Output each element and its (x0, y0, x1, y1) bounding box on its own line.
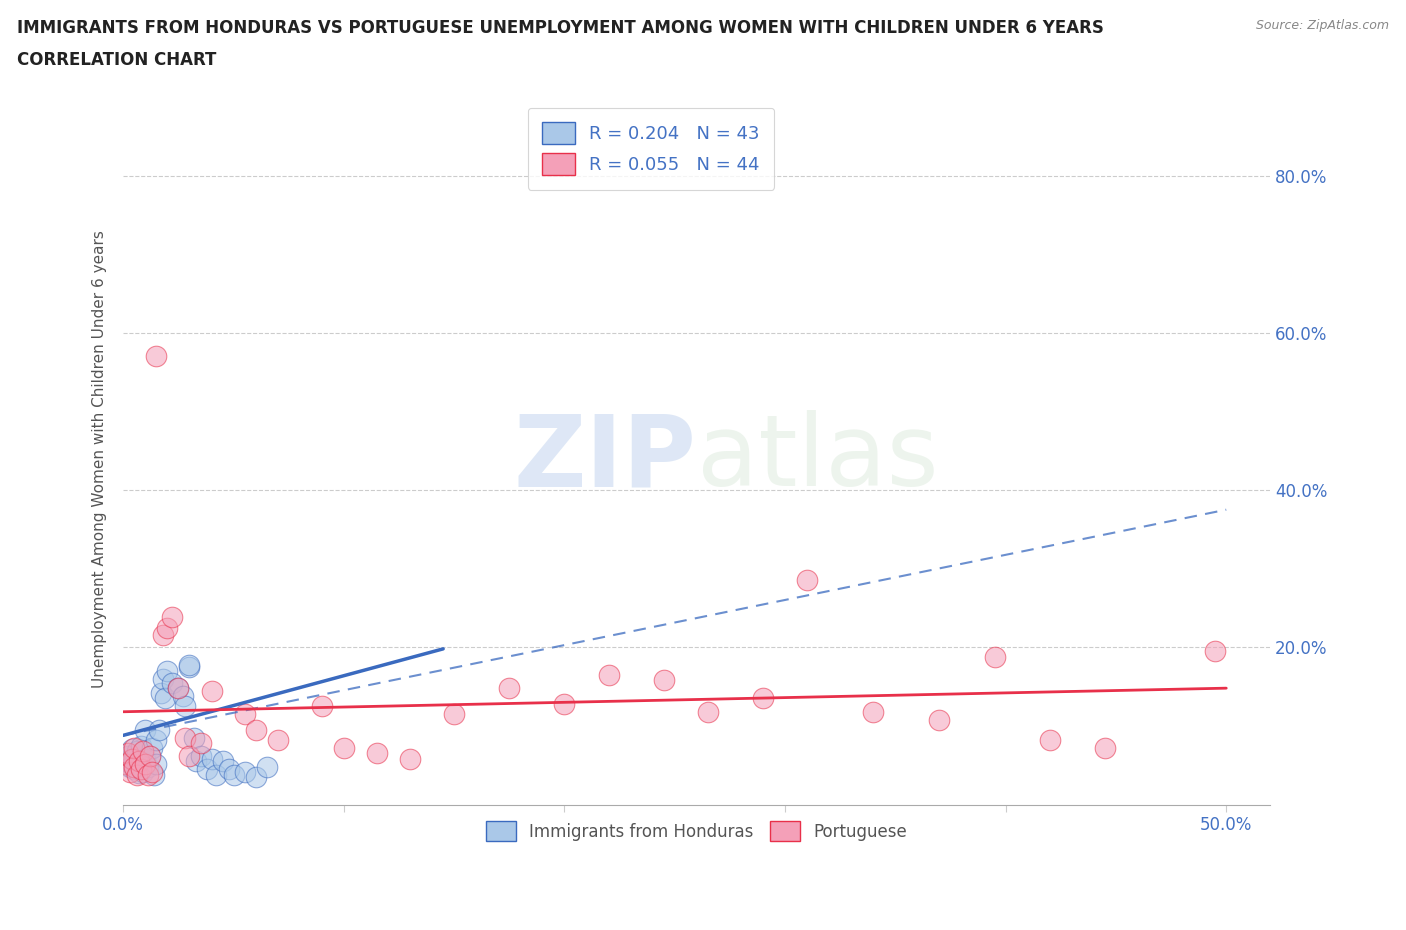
Point (183, 730, 205, 745)
Point (145, 756, 167, 771)
Point (1204, 644, 1226, 658)
Point (862, 704, 884, 719)
Point (311, 698, 333, 713)
Point (218, 762, 240, 777)
Point (136, 767, 159, 782)
Point (156, 620, 179, 635)
Point (114, 754, 136, 769)
Point (205, 767, 228, 782)
Point (256, 760, 278, 775)
Point (222, 767, 245, 782)
Point (553, 697, 575, 711)
Point (124, 762, 146, 777)
Point (184, 754, 207, 769)
Y-axis label: Unemployment Among Women with Children Under 6 years: Unemployment Among Women with Children U… (93, 230, 107, 687)
Point (129, 754, 152, 769)
Point (652, 673, 675, 688)
Point (141, 740, 163, 755)
Point (399, 751, 422, 766)
Text: IMMIGRANTS FROM HONDURAS VS PORTUGUESE UNEMPLOYMENT AMONG WOMEN WITH CHILDREN UN: IMMIGRANTS FROM HONDURAS VS PORTUGUESE U… (17, 19, 1104, 36)
Point (145, 349, 167, 364)
Point (155, 691, 177, 706)
Point (132, 744, 155, 759)
Point (200, 751, 222, 766)
Point (211, 754, 233, 769)
Point (333, 740, 356, 755)
Point (174, 698, 197, 713)
Point (134, 751, 156, 766)
Point (366, 746, 388, 761)
Point (983, 649, 1005, 664)
Point (114, 756, 136, 771)
Text: CORRELATION CHART: CORRELATION CHART (17, 51, 217, 69)
Point (128, 754, 150, 769)
Point (125, 767, 148, 782)
Point (117, 746, 139, 761)
Point (117, 749, 139, 764)
Point (1094, 740, 1116, 755)
Point (1039, 733, 1062, 748)
Point (174, 730, 197, 745)
Point (118, 764, 141, 779)
Point (134, 756, 156, 771)
Point (160, 610, 183, 625)
Point (167, 681, 190, 696)
Point (200, 683, 222, 698)
Point (143, 767, 166, 782)
Text: ZIP: ZIP (515, 410, 697, 507)
Point (179, 749, 201, 764)
Point (179, 659, 201, 674)
Point (129, 738, 152, 753)
Point (696, 704, 718, 719)
Point (139, 749, 162, 764)
Point (190, 736, 212, 751)
Text: atlas: atlas (697, 410, 938, 507)
Point (928, 712, 950, 727)
Point (172, 688, 194, 703)
Point (148, 723, 170, 737)
Point (145, 733, 167, 748)
Point (139, 749, 162, 764)
Point (132, 764, 155, 779)
Point (124, 740, 146, 755)
Point (152, 671, 174, 686)
Point (125, 756, 148, 771)
Point (190, 749, 212, 764)
Point (149, 685, 172, 700)
Point (179, 658, 201, 672)
Point (156, 663, 179, 678)
Point (267, 733, 290, 748)
Point (195, 762, 218, 777)
Text: Source: ZipAtlas.com: Source: ZipAtlas.com (1256, 19, 1389, 32)
Point (121, 742, 143, 757)
Point (134, 723, 156, 737)
Point (121, 751, 143, 766)
Point (233, 707, 256, 722)
Point (796, 573, 818, 588)
Point (245, 723, 267, 737)
Point (152, 628, 174, 643)
Legend: Immigrants from Honduras, Portuguese: Immigrants from Honduras, Portuguese (479, 815, 914, 848)
Point (128, 765, 150, 780)
Point (443, 707, 465, 722)
Point (129, 762, 152, 777)
Point (124, 751, 146, 766)
Point (136, 760, 159, 775)
Point (598, 668, 620, 683)
Point (233, 764, 256, 779)
Point (498, 681, 520, 696)
Point (141, 764, 163, 779)
Point (125, 744, 148, 759)
Point (160, 675, 183, 690)
Point (752, 691, 775, 706)
Point (245, 769, 267, 784)
Point (124, 760, 146, 775)
Point (167, 681, 190, 696)
Point (118, 760, 141, 775)
